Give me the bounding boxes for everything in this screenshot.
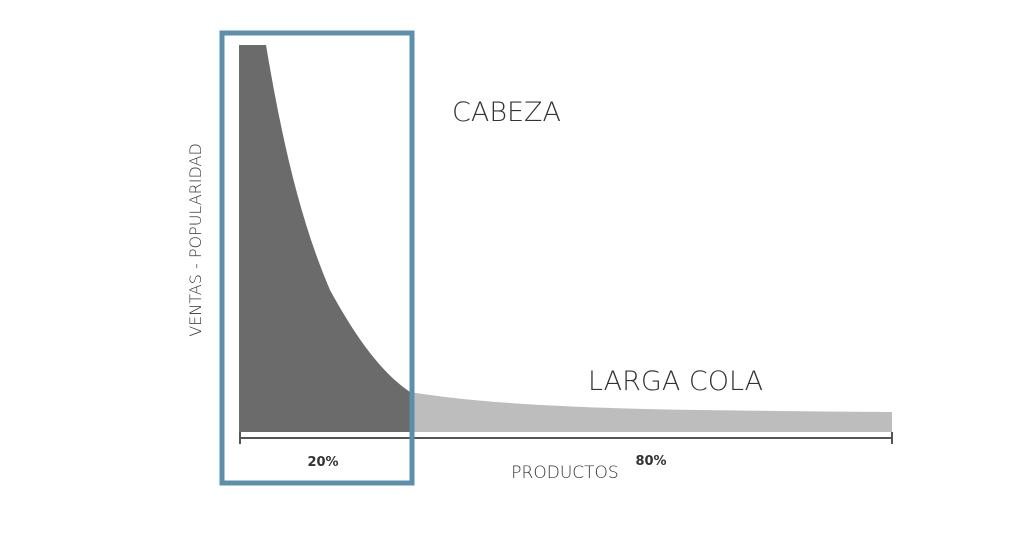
long-tail-area — [410, 392, 892, 432]
head-label: CABEZA — [452, 97, 561, 128]
tail-label: LARGA COLA — [588, 366, 763, 397]
x-axis-label: PRODUCTOS — [511, 463, 618, 483]
head-area — [239, 45, 410, 432]
head-highlight-frame — [219, 30, 415, 486]
tail-share-label: 80% — [635, 454, 666, 469]
head-share-label: 20% — [307, 455, 338, 470]
y-axis-label: VENTAS - POPULARIDAD — [186, 143, 205, 337]
x-axis-bracket — [239, 432, 893, 444]
